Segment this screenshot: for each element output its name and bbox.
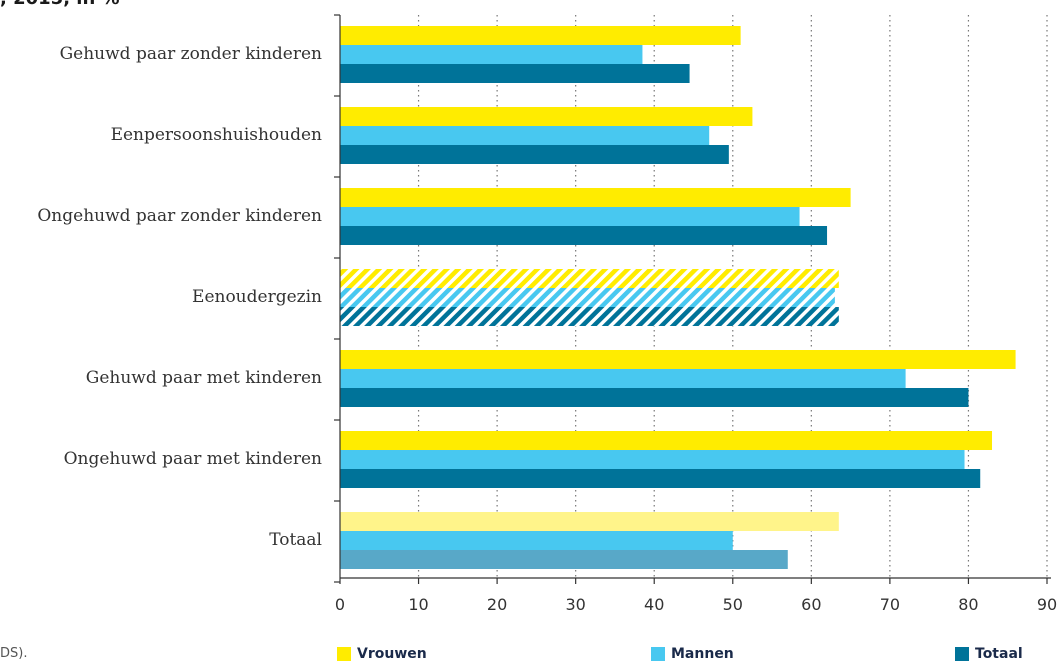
category-label-4: Gehuwd paar met kinderen	[86, 368, 322, 388]
legend-item-vrouwen: Vrouwen	[337, 646, 427, 662]
category-label-2: Ongehuwd paar zonder kinderen	[37, 206, 322, 226]
x-tick-label-70: 70	[880, 595, 900, 614]
bar-mannen-3	[340, 288, 835, 307]
bar-totaal-4	[340, 388, 969, 407]
legend-label-totaal: Totaal	[975, 646, 1023, 662]
axes-group	[334, 14, 1051, 584]
legend-swatch-totaal	[955, 647, 969, 661]
bars-group	[340, 26, 1016, 569]
chart-title-fragment: , 2015, in %	[0, 0, 120, 9]
bar-mannen-4	[340, 369, 906, 388]
bar-vrouwen-5	[340, 431, 993, 450]
legend-label-vrouwen: Vrouwen	[357, 646, 427, 662]
x-tick-label-80: 80	[958, 595, 978, 614]
x-tick-label-0: 0	[335, 595, 345, 614]
bar-mannen-6	[340, 531, 733, 550]
category-label-1: Eenpersoonshuishouden	[111, 125, 322, 145]
bar-vrouwen-2	[340, 188, 851, 207]
bar-totaal-0	[340, 64, 690, 83]
bar-vrouwen-6	[340, 512, 839, 531]
x-tick-label-90: 90	[1037, 595, 1057, 614]
x-tick-label-30: 30	[565, 595, 585, 614]
bar-vrouwen-3	[340, 269, 839, 288]
bar-mannen-2	[340, 207, 800, 226]
x-tick-label-10: 10	[408, 595, 428, 614]
legend-item-mannen: Mannen	[651, 646, 734, 662]
bar-vrouwen-0	[340, 26, 741, 45]
bar-mannen-0	[340, 45, 643, 64]
category-label-0: Gehuwd paar zonder kinderen	[60, 44, 322, 64]
category-label-5: Ongehuwd paar met kinderen	[64, 449, 322, 469]
category-label-6: Totaal	[269, 530, 322, 550]
bar-totaal-2	[340, 226, 828, 245]
bar-totaal-6	[340, 550, 788, 569]
x-tick-label-50: 50	[723, 595, 743, 614]
legend-swatch-mannen	[651, 647, 665, 661]
bar-mannen-1	[340, 126, 710, 145]
legend-label-mannen: Mannen	[671, 646, 734, 662]
x-tick-label-60: 60	[801, 595, 821, 614]
category-label-3: Eenoudergezin	[192, 287, 322, 307]
bar-mannen-5	[340, 450, 965, 469]
bar-totaal-1	[340, 145, 729, 164]
legend-item-totaal: Totaal	[955, 646, 1023, 662]
x-tick-label-20: 20	[487, 595, 507, 614]
bar-totaal-3	[340, 307, 839, 326]
legend-swatch-vrouwen	[337, 647, 351, 661]
bar-vrouwen-4	[340, 350, 1016, 369]
labels-group: Gehuwd paar zonder kinderen Eenpersoonshu…	[37, 44, 1057, 614]
bar-vrouwen-1	[340, 107, 753, 126]
source-note-fragment: DS).	[0, 646, 28, 661]
x-tick-label-40: 40	[644, 595, 664, 614]
bar-totaal-5	[340, 469, 981, 488]
